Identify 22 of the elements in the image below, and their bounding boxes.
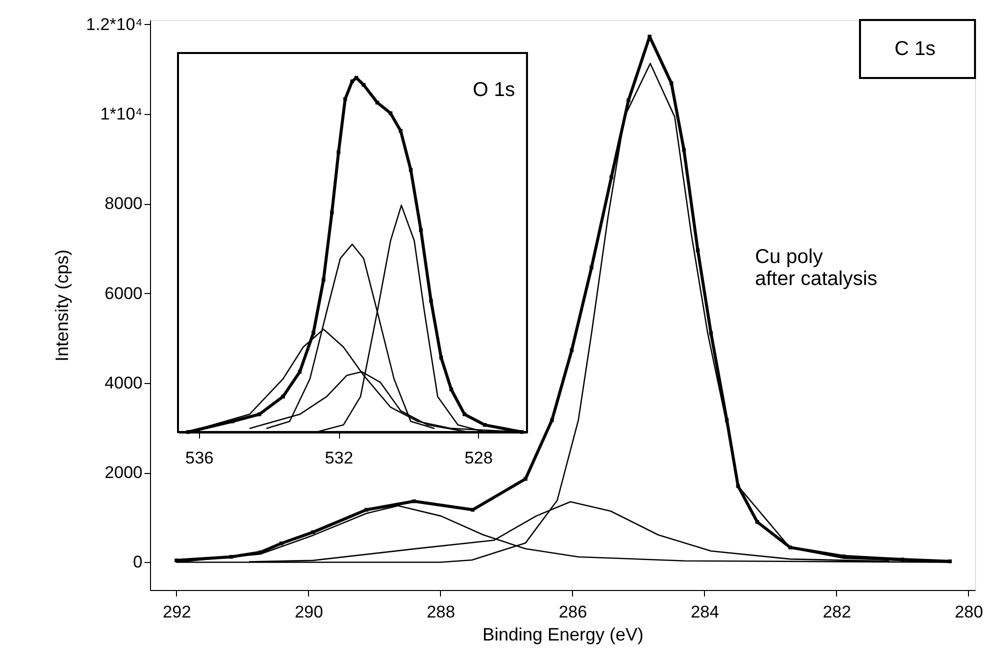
y-tick-label: 2000 bbox=[104, 463, 142, 482]
x-tick-label: 290 bbox=[294, 602, 324, 622]
y-tick-label: 1.2*10⁴ bbox=[86, 14, 142, 34]
x-tick-label: 536 bbox=[185, 448, 214, 468]
y-axis-title: Intensity (cps) bbox=[52, 249, 72, 362]
x-tick-label: 292 bbox=[162, 602, 192, 622]
x-tick-label: 282 bbox=[822, 602, 852, 622]
annotation: Cu poly after catalysis bbox=[755, 246, 878, 290]
x-tick-label: 280 bbox=[954, 602, 984, 622]
x-tick-label: 528 bbox=[464, 448, 493, 468]
y-tick-label: 4000 bbox=[104, 373, 142, 392]
x-tick-label: 532 bbox=[324, 448, 354, 468]
y-tick-label: 8000 bbox=[104, 194, 142, 214]
annotation: O 1s bbox=[472, 79, 515, 101]
y-tick-label: 1*10⁴ bbox=[100, 104, 142, 124]
x-tick-label: 286 bbox=[558, 602, 588, 622]
x-tick-label: 284 bbox=[690, 602, 720, 622]
x-tick-label: 288 bbox=[426, 602, 456, 622]
y-tick-label: 0 bbox=[133, 552, 142, 572]
y-tick-label: 6000 bbox=[104, 284, 142, 303]
x-axis-title: Binding Energy (eV) bbox=[482, 624, 644, 644]
annotation: C 1s bbox=[894, 38, 936, 60]
